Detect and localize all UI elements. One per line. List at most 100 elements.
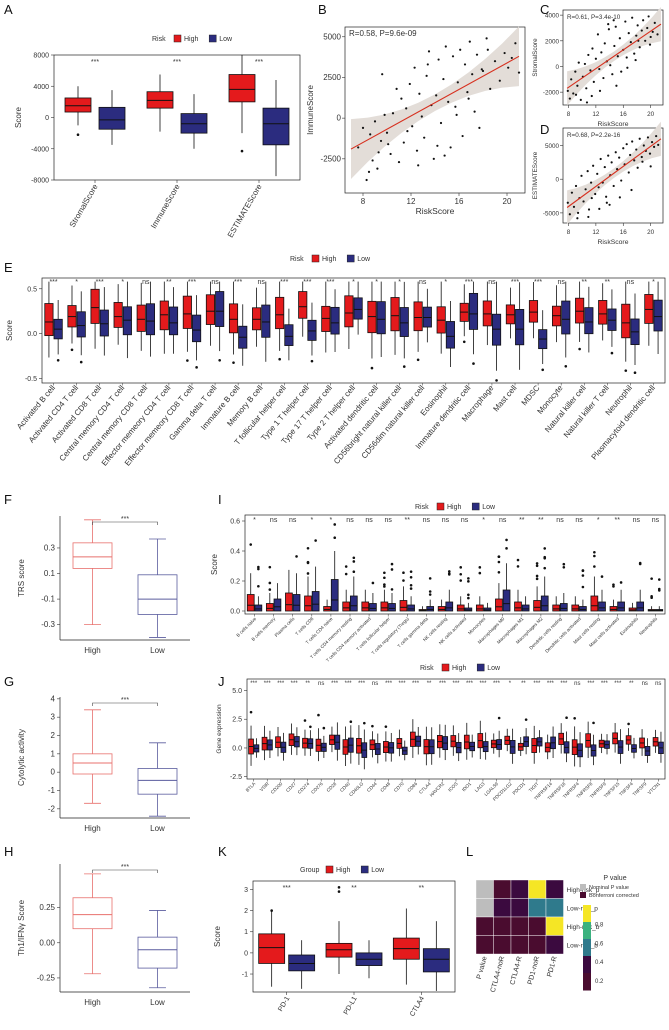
scatter-point bbox=[585, 87, 588, 90]
significance-mark: ns bbox=[461, 517, 469, 524]
scatter-point bbox=[655, 134, 658, 138]
y-tick-label: 2 bbox=[51, 731, 56, 740]
outlier-point bbox=[409, 583, 413, 587]
outlier-point bbox=[79, 360, 83, 364]
outlier-point bbox=[497, 560, 501, 564]
outlier-point bbox=[268, 565, 272, 569]
panel-letter-f: F bbox=[4, 492, 12, 507]
box-high-13 bbox=[344, 295, 354, 328]
y-axis-title: Cytolytic activity bbox=[17, 729, 26, 786]
outlier-point bbox=[562, 565, 566, 569]
x-axis-title: RiskScore bbox=[598, 121, 629, 128]
significance-mark: *** bbox=[601, 681, 609, 687]
significance-mark: * bbox=[330, 517, 333, 524]
outlier-point bbox=[565, 716, 568, 720]
scatter-point bbox=[568, 97, 571, 100]
outlier-point bbox=[249, 710, 253, 714]
outlier-point bbox=[344, 565, 348, 568]
scatter-point bbox=[405, 107, 408, 110]
legend-label: Low bbox=[371, 867, 385, 874]
x-tick-label: CD44 bbox=[366, 781, 378, 793]
scatter-point bbox=[444, 45, 447, 48]
scatter-point bbox=[367, 170, 371, 173]
significance-mark: *** bbox=[121, 697, 129, 704]
scatter-point bbox=[590, 196, 593, 200]
scatter-point bbox=[580, 174, 583, 177]
scatter-point bbox=[607, 154, 610, 157]
box-high-21 bbox=[528, 300, 539, 323]
significance-mark: ns bbox=[142, 279, 150, 286]
outlier-point bbox=[581, 574, 585, 577]
scatter-point bbox=[633, 159, 636, 162]
scatter-point bbox=[587, 208, 591, 211]
outlier-point bbox=[240, 149, 244, 153]
outlier-point bbox=[600, 575, 604, 578]
y-tick-label: 4 bbox=[51, 694, 56, 703]
outlier-point bbox=[467, 580, 470, 583]
box-low bbox=[137, 574, 178, 615]
scatter-point bbox=[600, 51, 603, 54]
significance-bracket bbox=[92, 702, 158, 706]
significance-mark: ns bbox=[365, 517, 373, 524]
plot-frame bbox=[246, 678, 666, 780]
significance-mark: *** bbox=[466, 681, 474, 687]
significance-mark: ** bbox=[166, 279, 172, 286]
outlier-point bbox=[337, 886, 341, 889]
x-tick-label: 16 bbox=[620, 111, 628, 118]
y-tick-label: -0.1 bbox=[41, 595, 55, 604]
legend-title: Risk bbox=[290, 256, 304, 263]
significance-mark: * bbox=[398, 279, 401, 286]
box-high-7 bbox=[205, 294, 215, 325]
legend-key-high bbox=[436, 502, 445, 511]
outlier-point bbox=[619, 581, 623, 584]
box-low-2 bbox=[99, 309, 109, 337]
box-high-11 bbox=[456, 604, 465, 612]
outlier-point bbox=[295, 555, 298, 558]
heatmap-col-label: PD1-R bbox=[546, 956, 558, 978]
outlier-point bbox=[337, 890, 341, 893]
outlier-point bbox=[535, 577, 539, 581]
heatmap-legend-title: P value bbox=[603, 875, 626, 882]
scatter-point bbox=[576, 211, 580, 214]
y-tick-label: 0.25 bbox=[39, 903, 55, 912]
heatmap-cell bbox=[475, 916, 494, 936]
outlier-point bbox=[344, 572, 348, 576]
panel-letter-g: G bbox=[4, 674, 14, 689]
scatter-point bbox=[620, 179, 623, 182]
outlier-point bbox=[593, 565, 596, 568]
significance-mark: *** bbox=[303, 279, 311, 286]
outlier-point bbox=[562, 562, 566, 566]
heatmap-cell bbox=[493, 916, 512, 936]
box-low-1 bbox=[273, 598, 282, 612]
scatter-point bbox=[648, 43, 652, 46]
box-low-13 bbox=[353, 297, 363, 320]
significance-mark: ns bbox=[419, 279, 427, 286]
box-high-17 bbox=[571, 604, 580, 612]
outlier-point bbox=[70, 348, 74, 352]
heatmap-cell bbox=[528, 916, 547, 936]
legend-title: Risk bbox=[415, 504, 429, 511]
significance-mark: ns bbox=[384, 517, 392, 524]
outlier-point bbox=[592, 721, 595, 725]
scatter-point bbox=[596, 172, 599, 175]
x-tick-label: High bbox=[84, 824, 100, 833]
outlier-point bbox=[333, 536, 337, 540]
heatmap-col-label: CTLA4-noR bbox=[490, 956, 506, 994]
significance-mark: ns bbox=[574, 681, 580, 687]
x-tick-label: Plasma cells bbox=[274, 616, 296, 638]
outlier-point bbox=[627, 722, 630, 726]
heatmap-cell bbox=[545, 916, 564, 936]
box-high-12 bbox=[475, 604, 484, 612]
y-tick-label: -0.5 bbox=[25, 376, 37, 383]
panel-g: -2 -1 0 1 2 3 4 Cytolytic activity High Low *** bbox=[17, 694, 190, 833]
scatter-point bbox=[605, 201, 608, 204]
scatter-point bbox=[627, 171, 630, 174]
scatter-point bbox=[598, 89, 602, 92]
significance-mark: *** bbox=[493, 681, 501, 687]
outlier-point bbox=[478, 566, 482, 569]
box-low-19 bbox=[492, 313, 502, 346]
outlier-point bbox=[352, 570, 356, 574]
x-tick-label: T cells regulatory (Tregs) bbox=[371, 616, 411, 656]
outlier-point bbox=[306, 546, 310, 550]
